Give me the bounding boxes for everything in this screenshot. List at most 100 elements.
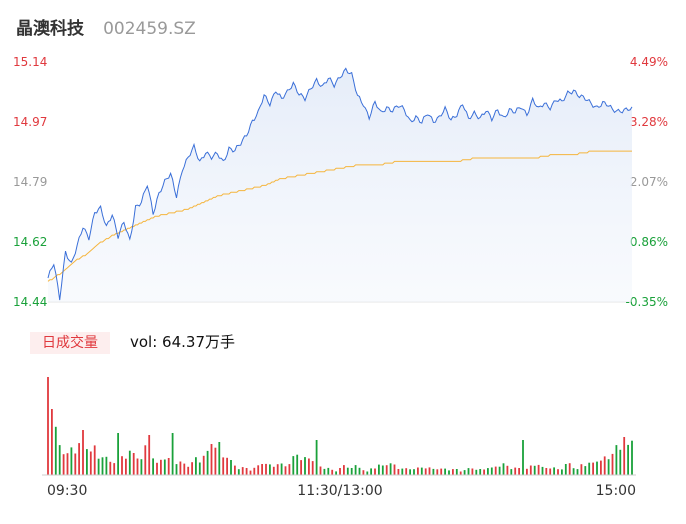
volume-bar <box>510 469 513 475</box>
volume-bar <box>526 468 528 475</box>
volume-bar <box>97 458 100 475</box>
volume-bar <box>315 440 318 475</box>
volume-bar <box>214 447 217 475</box>
volume-bar <box>362 470 365 475</box>
volume-bar <box>280 463 283 475</box>
volume-bar <box>249 470 252 475</box>
volume-bar <box>627 444 629 475</box>
volume-bar <box>490 467 493 475</box>
volume-bar <box>549 468 552 475</box>
volume-bar <box>74 453 77 475</box>
volume-bar <box>272 466 275 475</box>
price-line <box>47 67 633 301</box>
volume-bar <box>101 457 104 475</box>
volume-bar <box>623 437 626 475</box>
volume-bar <box>420 467 423 475</box>
volume-bar <box>475 469 478 475</box>
volume-bar <box>514 467 517 475</box>
volume-bar <box>296 454 299 475</box>
volume-bar <box>607 459 610 475</box>
volume-bar <box>335 471 337 475</box>
y-right-tick-label: 3.28% <box>630 115 668 129</box>
volume-bar <box>463 470 466 475</box>
volume-bar <box>89 451 92 475</box>
volume-bar <box>619 449 622 475</box>
volume-bar <box>596 461 598 475</box>
volume-bar <box>479 469 482 475</box>
volume-bar <box>631 440 633 475</box>
volume-bar <box>603 456 606 475</box>
volume-bar <box>467 468 470 475</box>
volume-bar <box>86 449 88 475</box>
volume-value: vol: 64.37万手 <box>130 333 235 351</box>
volume-bar <box>113 463 116 475</box>
volume-bar <box>167 458 170 475</box>
volume-bar <box>564 464 567 475</box>
volume-bar <box>66 453 69 475</box>
volume-bar <box>160 459 162 475</box>
y-left-tick-label: 15.14 <box>13 55 47 69</box>
volume-bar <box>584 466 587 475</box>
volume-bar <box>537 464 540 475</box>
volume-bar <box>405 468 408 475</box>
volume-bar <box>183 463 186 475</box>
volume-bar <box>292 456 295 475</box>
volume-bar <box>175 464 178 475</box>
volume-bar <box>611 453 614 475</box>
volume-bar <box>444 468 446 475</box>
volume-bar <box>253 467 256 475</box>
volume-bar <box>132 453 135 475</box>
volume-bar <box>257 465 260 475</box>
volume-bar <box>128 450 131 475</box>
volume-bar <box>561 469 563 475</box>
volume-bar <box>541 466 544 475</box>
volume-bar <box>148 435 151 475</box>
volume-bar <box>269 464 271 475</box>
volume-bar <box>529 465 532 475</box>
volume-bar <box>568 463 571 475</box>
volume-bar <box>144 445 147 475</box>
volume-bar <box>136 458 139 475</box>
y-left-tick-label: 14.62 <box>13 235 47 249</box>
stock-code: 002459.SZ <box>103 19 196 39</box>
volume-bar <box>440 468 443 475</box>
y-axis-left: 15.14 14.97 14.79 14.62 14.44 <box>13 55 47 309</box>
volume-bar <box>393 464 396 475</box>
volume-bar <box>234 465 236 475</box>
volume-bar <box>615 445 618 475</box>
volume-bar <box>58 445 61 475</box>
volume-bar <box>600 460 602 475</box>
volume-bar <box>459 471 462 475</box>
y-right-tick-label: 2.07% <box>630 175 668 189</box>
volume-bar <box>226 457 228 475</box>
volume-bar <box>455 469 458 475</box>
y-left-tick-label: 14.97 <box>13 115 47 129</box>
volume-bar <box>163 459 166 475</box>
volume-bar <box>572 468 575 475</box>
volume-bar <box>487 468 489 475</box>
volume-bar <box>93 445 96 475</box>
volume-bar <box>580 464 583 475</box>
volume-bar <box>311 461 314 475</box>
volume-bar <box>428 467 431 475</box>
volume-bar <box>448 470 450 475</box>
stock-header: 晶澳科技 002459.SZ <box>16 14 196 39</box>
volume-bar <box>237 469 240 475</box>
volume-bar <box>304 457 306 475</box>
volume-bar <box>319 466 322 475</box>
volume-bar <box>588 462 591 475</box>
volume-bar <box>327 467 330 475</box>
volume-bars <box>47 377 633 475</box>
volume-bar <box>206 450 209 475</box>
y-axis-right: 4.49% 3.28% 2.07% 0.86% -0.35% <box>626 55 668 309</box>
volume-bar <box>343 465 345 475</box>
volume-bar <box>452 469 454 475</box>
volume-bar <box>47 377 49 475</box>
volume-bar <box>117 433 119 475</box>
volume-bar <box>284 466 287 475</box>
volume-bar <box>195 457 197 475</box>
volume-bar <box>156 462 158 475</box>
volume-bar <box>522 440 524 475</box>
volume-bar <box>389 463 392 475</box>
